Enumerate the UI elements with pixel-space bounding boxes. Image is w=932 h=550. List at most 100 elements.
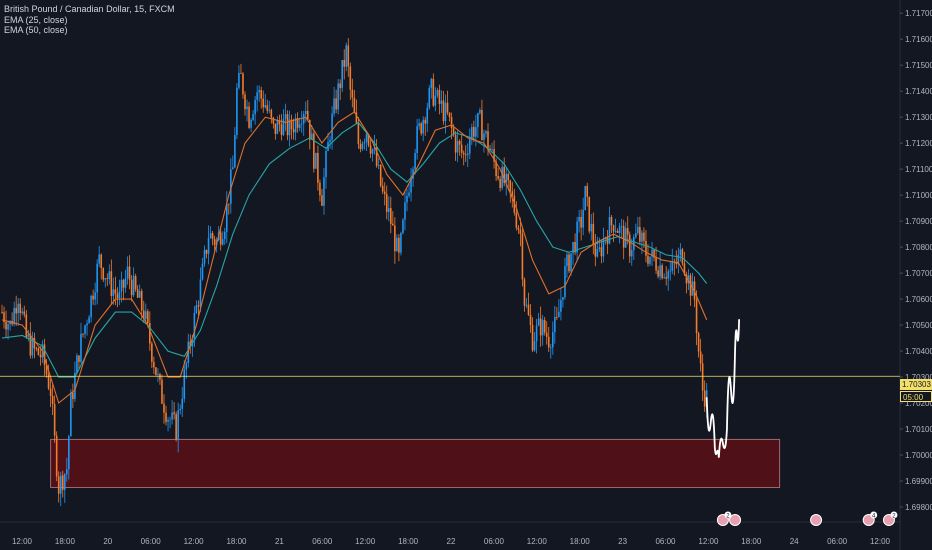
candle-body [296,118,299,128]
candle-body [155,367,157,375]
candle-body [76,355,78,373]
candle-body [497,176,499,179]
price-tick-label: 1.69800 [905,503,932,512]
candle-body [171,412,173,420]
candle-body [110,271,113,296]
price-tick-label: 1.71200 [905,139,932,148]
candle-body [436,89,439,96]
candle-body [430,78,433,88]
candle-body [211,233,214,239]
candle-body [57,476,60,494]
candle-body [383,191,386,195]
event-marker-icon[interactable] [729,514,742,526]
candle-body [385,194,388,212]
candle-body [349,66,352,90]
candle-body [653,249,655,258]
candle-body [373,147,376,150]
candle-body [614,231,617,232]
candle-body [280,124,283,135]
candle-body [576,221,578,253]
candle-body [209,233,212,239]
time-tick-label: 24 [790,537,799,546]
candle-body [104,278,107,280]
candle-body [608,217,611,244]
demand-zone[interactable] [50,438,781,489]
candle-body [422,119,424,134]
candle-body [610,217,613,226]
candle-body [302,113,305,124]
candle-body [86,323,88,326]
candle-body [181,398,184,409]
candle-body [311,133,313,140]
candle-body [132,275,135,296]
candle-body [213,238,216,245]
candle-body [667,271,670,279]
candle-body [1,312,3,313]
candle-body [493,149,495,162]
price-tick-label: 1.70500 [905,321,932,330]
candle-body [92,295,94,300]
time-tick-label: 06:00 [655,537,676,546]
candle-body [244,94,246,110]
candle-body [88,317,90,324]
candle-body [618,226,621,233]
candle-body [683,263,686,275]
price-tick-label: 1.70900 [905,217,932,226]
candle-body [479,110,481,114]
candle-body [290,119,293,130]
candle-body [27,334,30,337]
candle-body [703,390,706,407]
candle-body [337,83,339,110]
candle-body [578,216,580,222]
projection-path[interactable] [705,318,740,458]
candle-body [270,109,273,118]
candle-body [276,120,279,134]
candle-body [701,363,704,391]
price-tick-label: 1.70700 [905,269,932,278]
candle-body [323,177,325,206]
time-tick-label: 22 [447,537,456,546]
candle-body [377,164,380,166]
candle-body [207,238,210,254]
candle-body [284,114,287,120]
candle-body [339,83,341,88]
candle-body [45,364,48,375]
candle-body [456,140,459,153]
candle-body [130,279,133,296]
candle-body [106,278,109,279]
candle-body [258,89,260,93]
time-tick-label: 12:00 [184,537,205,546]
candle-body [606,237,609,244]
candle-body [598,247,601,250]
candle-body [404,202,406,220]
candle-body [695,299,698,334]
candle-body [509,180,512,192]
candle-body [387,208,390,212]
candle-body [201,263,204,280]
time-tick-label: 12:00 [12,537,33,546]
candle-body [333,98,335,114]
candle-body [288,119,291,136]
candle-body [9,320,11,325]
time-tick-label: 12:00 [355,537,376,546]
candle-body [195,305,198,313]
candle-body [90,295,92,318]
candle-body [264,105,267,108]
candle-body [78,355,80,362]
candle-body [149,322,151,344]
candle-body [529,314,532,325]
event-marker-icon[interactable] [810,514,823,526]
candle-body [398,237,400,253]
candle-body [260,89,262,99]
candle-body [240,73,242,74]
price-tick-label: 1.71500 [905,61,932,70]
candle-body [406,195,408,203]
candle-body [347,45,350,67]
candle-body [531,324,534,351]
candle-body [268,109,271,111]
candle-body [116,293,119,299]
candle-body [256,92,258,100]
candle-body [199,279,202,307]
candle-body [687,275,690,284]
